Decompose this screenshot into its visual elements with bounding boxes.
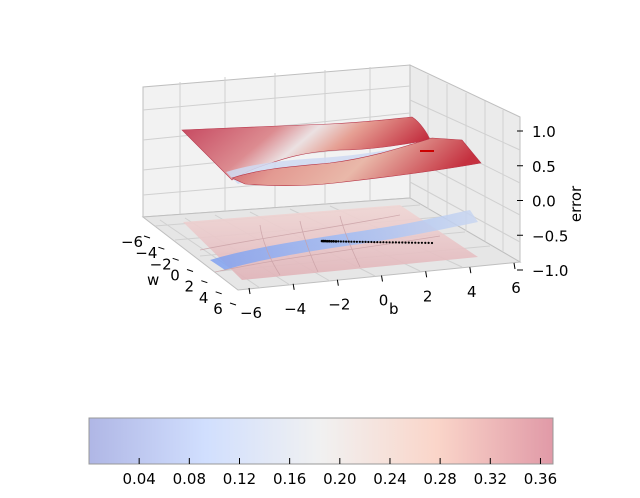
- w-tick-mark: [201, 280, 208, 284]
- descent-path-point: [382, 241, 385, 244]
- descent-path-point: [332, 240, 335, 243]
- contour-projection: [183, 205, 478, 280]
- b-tick-mark: [513, 262, 516, 270]
- w-tick-label: 6: [213, 300, 223, 318]
- descent-path-point: [345, 240, 348, 243]
- descent-path-point: [361, 240, 364, 243]
- error-surface: [181, 116, 482, 187]
- descent-path-point: [364, 240, 367, 243]
- b-tick-label: 0: [379, 292, 389, 310]
- descent-path-point: [334, 240, 338, 243]
- colorbar-tick-label: 0.04: [122, 470, 155, 488]
- descent-path-point: [350, 240, 353, 243]
- w-tick-mark: [158, 246, 165, 250]
- descent-path-point: [339, 240, 342, 243]
- descent-path-point: [414, 241, 417, 244]
- descent-path-point: [388, 241, 391, 244]
- descent-path-point: [391, 241, 394, 244]
- b-tick-mark: [381, 275, 383, 282]
- descent-path-point: [417, 241, 420, 244]
- descent-path-point: [424, 241, 427, 244]
- descent-path-point: [420, 241, 423, 244]
- descent-path-point: [353, 240, 356, 243]
- error-tick-label: −0.5: [532, 227, 568, 245]
- contour-valley: [210, 210, 478, 270]
- b-tick-label: 6: [511, 279, 521, 297]
- w-tick-label: 2: [185, 278, 195, 296]
- descent-path-point: [323, 239, 327, 243]
- b-tick-mark: [292, 283, 295, 290]
- descent-path-point: [404, 241, 407, 244]
- error-tick-label: 0.0: [532, 193, 556, 211]
- b-tick-label: 4: [467, 283, 477, 301]
- w-tick-label: −4: [135, 244, 157, 262]
- descent-path-point: [355, 240, 358, 243]
- error-tick-label: −1.0: [532, 262, 568, 280]
- colorbar-tick-label: 0.08: [173, 470, 206, 488]
- b-tick-mark: [469, 267, 472, 274]
- descent-path-point: [330, 240, 333, 243]
- descent-path-point: [385, 241, 388, 244]
- b-tick-label: −4: [284, 300, 306, 318]
- colorbar-tick-label: 0.36: [524, 470, 557, 488]
- error-axis-label: error: [567, 185, 585, 222]
- descent-path-point: [342, 240, 345, 243]
- error-tick-label: 1.0: [532, 123, 556, 141]
- b-tick-mark: [425, 271, 428, 278]
- w-tick-mark: [229, 302, 237, 306]
- descent-path-point: [370, 240, 373, 244]
- colorbar-tick-label: 0.12: [223, 470, 256, 488]
- w-tick-label: −2: [150, 255, 172, 273]
- descent-path-point: [325, 239, 329, 243]
- colorbar: 0.04 0.08 0.12 0.16 0.20 0.24 0.28 0.32 0.36: [88, 417, 557, 488]
- descent-path-point: [427, 241, 430, 244]
- descent-path-point: [347, 240, 350, 243]
- contour-lines: [199, 214, 441, 276]
- colorbar-tick-label: 0.28: [423, 470, 456, 488]
- descent-path-point: [358, 240, 361, 243]
- colorbar-tick-label: 0.32: [474, 470, 507, 488]
- w-tick-mark: [215, 291, 222, 295]
- b-tick-mark: [248, 287, 251, 295]
- w-axis-label: w: [147, 271, 159, 289]
- w-tick-mark: [143, 235, 151, 239]
- w-tick-label: 0: [170, 267, 180, 285]
- w-tick-mark: [186, 269, 194, 272]
- error-tick-label: 0.5: [532, 158, 556, 176]
- colorbar-tick-label: 0.20: [323, 470, 356, 488]
- b-tick-mark: [336, 279, 339, 286]
- descent-path-point: [337, 240, 340, 243]
- descent-path-point: [373, 241, 376, 244]
- descent-path: [320, 239, 434, 245]
- colorbar-gradient: [88, 417, 554, 465]
- descent-path-point: [376, 241, 379, 244]
- surface-lower-sheet: [231, 137, 482, 187]
- descent-path-point: [367, 240, 370, 244]
- descent-path-point: [430, 241, 434, 245]
- b-tick-label: −6: [240, 304, 262, 322]
- b-tick-label: 2: [423, 287, 433, 305]
- descent-path-point: [401, 241, 404, 244]
- descent-path-point: [379, 241, 382, 244]
- descent-path-point: [407, 241, 410, 244]
- colorbar-tick-label: 0.16: [273, 470, 306, 488]
- descent-path-point: [394, 241, 397, 244]
- b-axis: −6 −4 −2 0 2 4 6 b: [240, 262, 521, 322]
- descent-path-point: [327, 239, 331, 243]
- descent-path-point: [398, 241, 401, 244]
- b-axis-label: b: [389, 300, 399, 318]
- error-axis: −1.0 −0.5 0.0 0.5 1.0 error: [517, 123, 585, 280]
- w-tick-label: −6: [121, 233, 143, 251]
- b-tick-label: −2: [328, 296, 350, 314]
- w-tick-label: 4: [199, 289, 209, 307]
- descent-path-point: [410, 241, 414, 244]
- w-tick-mark: [172, 257, 179, 261]
- colorbar-tick-label: 0.24: [373, 470, 406, 488]
